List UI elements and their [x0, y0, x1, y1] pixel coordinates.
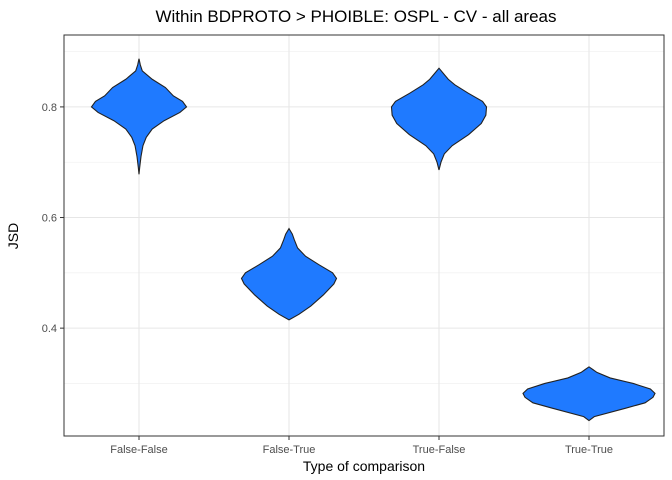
chart-title: Within BDPROTO > PHOIBLE: OSPL - CV - al… [155, 7, 556, 26]
violin-true-true [522, 366, 656, 422]
x-tick-label: False-True [263, 444, 316, 456]
x-axis: False-False False-True True-False True-True [110, 436, 613, 456]
violin-false-false [90, 58, 188, 175]
violin-false-true [240, 227, 338, 321]
x-tick-label: True-True [565, 444, 613, 456]
x-axis-title: Type of comparison [303, 458, 425, 474]
y-axis-title: JSD [5, 223, 21, 249]
y-tick-label: 0.4 [42, 323, 57, 335]
y-axis: 0.4 0.6 0.8 [42, 102, 64, 335]
y-tick-label: 0.8 [42, 102, 57, 114]
x-tick-label: False-False [110, 444, 167, 456]
x-tick-label: True-False [413, 444, 466, 456]
violin-true-false [390, 67, 488, 171]
violins [90, 58, 656, 422]
y-tick-label: 0.6 [42, 213, 57, 225]
plot-panel-border [63, 34, 665, 437]
